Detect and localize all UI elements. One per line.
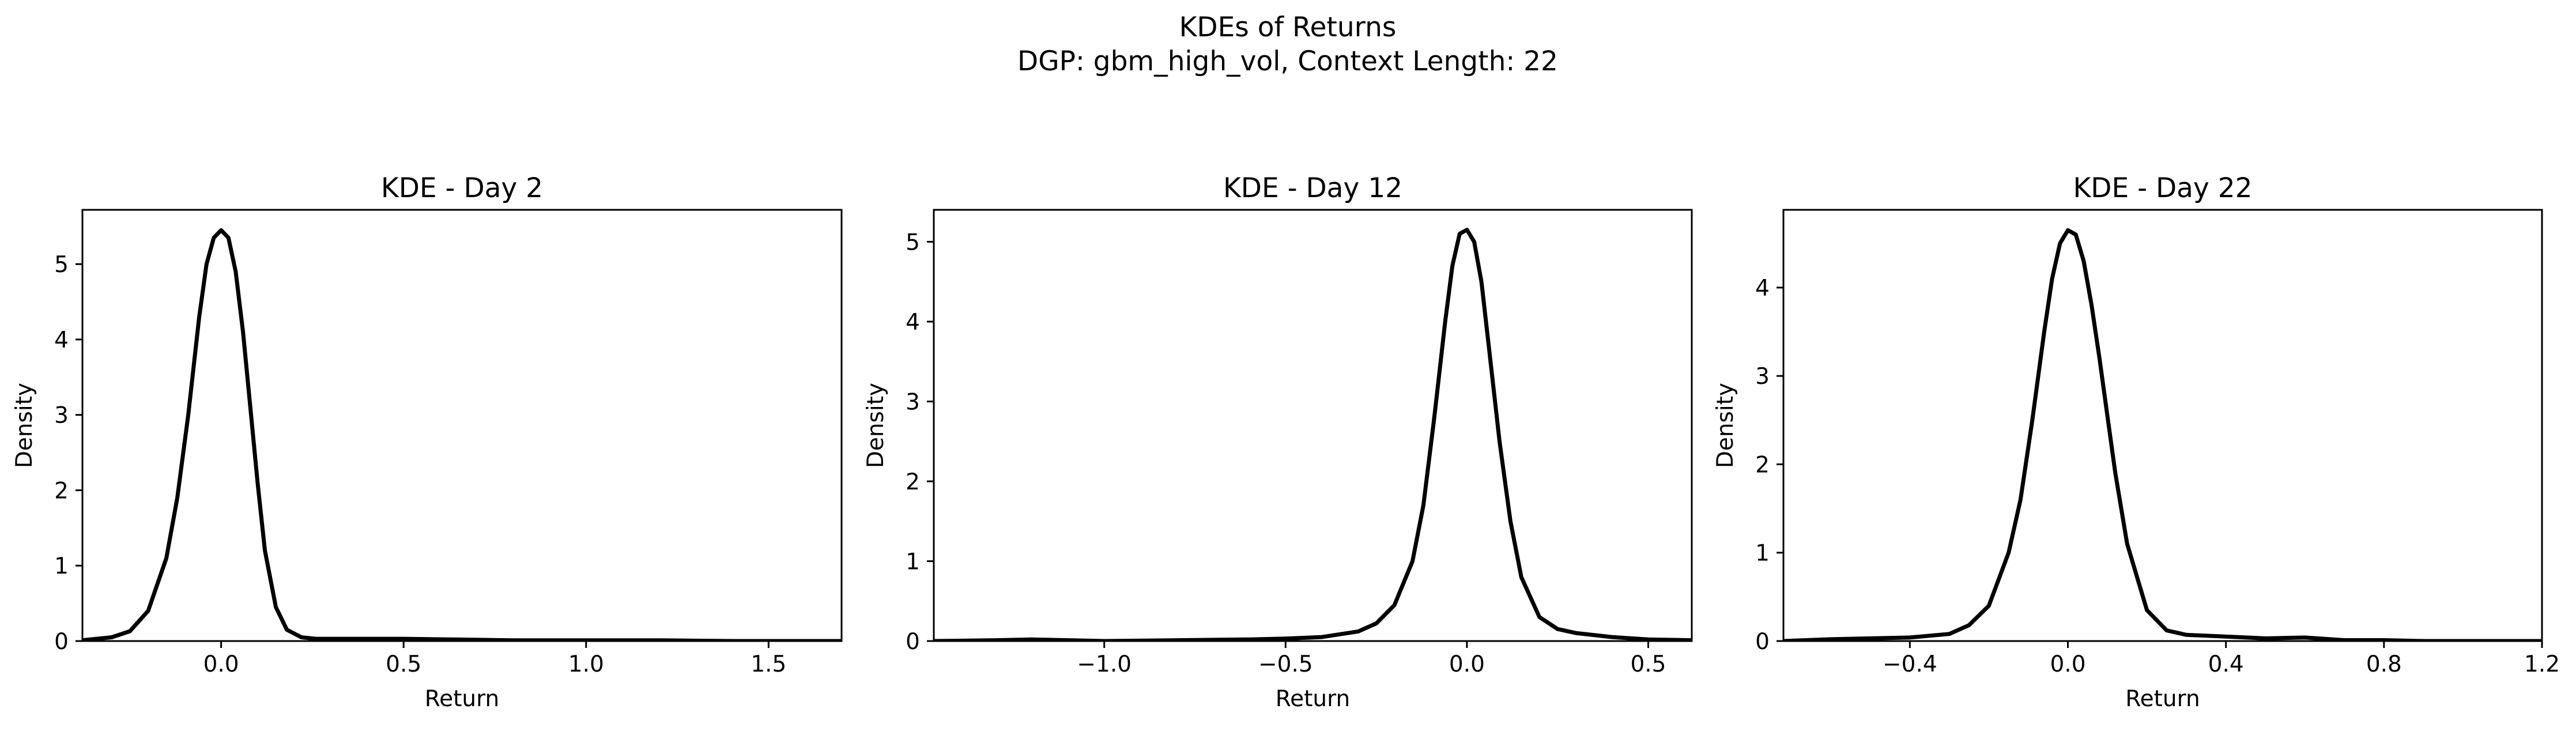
y-tick-label: 4 [1755, 276, 1770, 301]
y-axis-label: Density [12, 383, 37, 468]
x-tick-label: 1.2 [2524, 651, 2560, 677]
x-axis-label: Return [2125, 686, 2200, 712]
x-axis-label: Return [425, 686, 499, 712]
y-tick-label: 0 [906, 629, 920, 655]
y-tick-label: 1 [906, 549, 920, 575]
axes-frame [933, 209, 1693, 642]
y-tick-label: 4 [54, 327, 69, 353]
x-tick-label: −0.4 [1883, 651, 1937, 677]
kde-panel-2: KDE - Day 12 −1.0 −0.5 0.0 0.5 0 1 2 3 4 5 Return De… [863, 172, 1693, 712]
kde-curve [1783, 228, 2542, 641]
x-tick-label: −0.5 [1258, 651, 1313, 677]
y-tick-label: 0 [1755, 629, 1770, 655]
x-tick-label: 1.0 [568, 651, 604, 677]
kde-panel-1: KDE - Day 2 0.0 0.5 1.0 1.5 0 1 2 3 4 5 Return Densi… [12, 172, 843, 712]
x-tick-label: 0.5 [386, 651, 421, 677]
y-axis-label: Density [1713, 383, 1738, 468]
panel-title: KDE - Day 12 [1223, 172, 1402, 204]
kde-panel-3: KDE - Day 22 −0.4 0.0 0.4 0.8 1.2 0 1 2 3 4 Return D… [1713, 172, 2560, 712]
x-tick-label: 0.8 [2366, 651, 2402, 677]
x-axis-label: Return [1276, 686, 1350, 712]
x-tick-label: 0.0 [1449, 651, 1485, 677]
kde-curve [82, 228, 842, 641]
figure-title-line1: KDEs of Returns [1179, 12, 1397, 43]
y-tick-label: 1 [1755, 541, 1770, 567]
x-tick-label: 1.5 [750, 651, 786, 677]
figure-title-line2: DGP: gbm_high_vol, Context Length: 22 [1017, 46, 1558, 77]
x-tick-label: −1.0 [1077, 651, 1132, 677]
y-tick-label: 3 [54, 403, 69, 429]
y-tick-label: 2 [906, 469, 920, 495]
axes-frame [1782, 209, 2543, 642]
y-tick-label: 5 [54, 252, 69, 278]
x-tick-label: 0.5 [1630, 651, 1666, 677]
x-tick-label: 0.4 [2208, 651, 2244, 677]
axes-frame [81, 209, 843, 642]
y-tick-label: 5 [906, 229, 920, 255]
kde-panels: KDE - Day 2 0.0 0.5 1.0 1.5 0 1 2 3 4 5 Return Densi… [12, 172, 2560, 712]
y-tick-label: 3 [1755, 364, 1770, 390]
y-tick-label: 2 [54, 478, 69, 504]
x-tick-label: 0.0 [2050, 651, 2085, 677]
y-tick-label: 2 [1755, 452, 1770, 478]
y-tick-label: 1 [54, 553, 69, 579]
panel-title: KDE - Day 22 [2073, 172, 2252, 204]
x-tick-label: 0.0 [203, 651, 239, 677]
y-axis-label: Density [863, 383, 889, 468]
y-tick-label: 4 [906, 310, 920, 336]
y-tick-label: 3 [906, 389, 920, 415]
panel-title: KDE - Day 2 [381, 172, 543, 204]
y-tick-label: 0 [54, 629, 69, 655]
kde-curve [934, 228, 1692, 641]
